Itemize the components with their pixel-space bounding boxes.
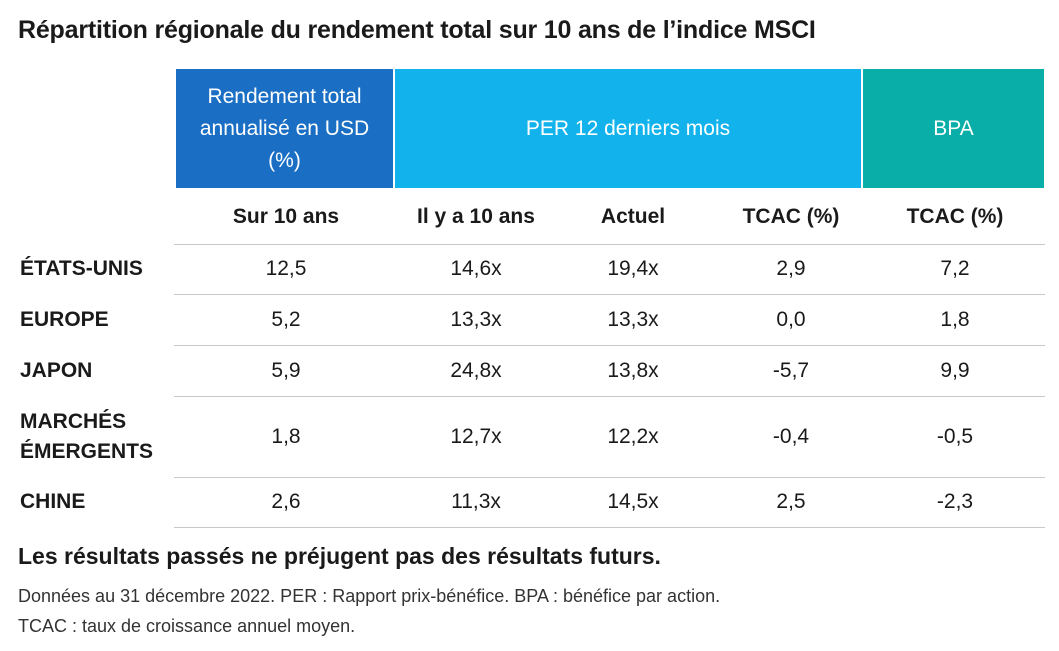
header-group-rendement: Rendement total annualisé en USD (%) [176,69,393,188]
header-group-per: PER 12 derniers mois [395,69,861,188]
table-cell: -5,7 [772,358,810,382]
table-cell: 2,9 [776,257,806,280]
table-cell: 7,2 [940,257,970,280]
table-cell: 12,2x [607,424,659,448]
disclaimer: Les résultats passés ne préjugent pas de… [18,543,661,569]
table-cell: 12,5 [265,257,307,280]
table-cell: 13,3x [450,307,502,331]
row-label: MARCHÉS ÉMERGENTS [20,409,154,463]
table-cell: 9,9 [940,358,970,382]
column-header-1: Il y a 10 ans [417,205,535,228]
table-cell: -0,4 [772,424,810,448]
table-cell: 14,5x [607,490,659,513]
table-cell: 19,4x [607,257,659,280]
row-divider [174,345,1045,346]
table-cell: 1,8 [940,307,970,331]
table-cell: 5,2 [271,307,301,331]
table-cell: -0,5 [936,424,974,448]
column-header-4: TCAC (%) [906,205,1004,228]
footnote-line-2: TCAC : taux de croissance annuel moyen. [18,616,356,636]
column-header-0: Sur 10 ans [232,205,340,228]
table-cell: 12,7x [450,424,502,448]
table-cell: 2,6 [271,490,301,513]
table-cell: 5,9 [271,358,301,382]
table-cell: -2,3 [936,490,974,513]
row-label: CHINE [20,490,86,513]
column-header-3: TCAC (%) [742,205,840,228]
row-label: JAPON [20,358,93,382]
column-header-2: Actuel [600,205,666,228]
row-divider [174,477,1045,478]
row-divider [174,294,1045,295]
table-cell: 2,5 [776,490,806,513]
table-cell: 13,3x [607,307,659,331]
table-cell: 0,0 [776,307,806,331]
header-group-bpa: BPA [863,69,1044,188]
row-label: EUROPE [20,307,109,331]
row-label: ÉTATS-UNIS [20,257,143,280]
footnote-line-1: Données au 31 décembre 2022. PER : Rappo… [18,586,721,606]
table-cell: 14,6x [450,257,502,280]
chart-title: Répartition régionale du rendement total… [18,16,816,44]
row-divider [174,396,1045,397]
table-cell: 1,8 [271,424,301,448]
table-cell: 24,8x [450,358,502,382]
table-cell: 11,3x [451,490,501,513]
row-divider [174,244,1045,245]
table-cell: 13,8x [607,358,659,382]
row-divider [174,527,1045,528]
